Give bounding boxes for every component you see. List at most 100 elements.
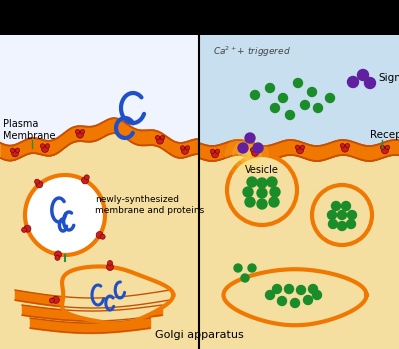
Circle shape xyxy=(338,222,346,230)
Circle shape xyxy=(257,199,267,209)
FancyBboxPatch shape xyxy=(0,0,399,35)
Circle shape xyxy=(210,149,215,154)
Circle shape xyxy=(340,143,345,148)
Circle shape xyxy=(232,140,262,170)
Circle shape xyxy=(265,83,275,92)
Circle shape xyxy=(257,178,267,188)
Circle shape xyxy=(160,135,165,140)
Circle shape xyxy=(155,135,160,140)
Circle shape xyxy=(348,210,356,220)
Circle shape xyxy=(290,298,300,307)
Circle shape xyxy=(211,151,219,158)
Circle shape xyxy=(255,148,260,152)
Circle shape xyxy=(84,175,89,180)
Text: Plasma
Membrane: Plasma Membrane xyxy=(3,119,55,141)
Circle shape xyxy=(100,234,105,239)
Circle shape xyxy=(247,177,257,187)
Circle shape xyxy=(253,143,263,153)
Circle shape xyxy=(270,187,280,197)
Circle shape xyxy=(295,145,300,149)
Circle shape xyxy=(248,264,256,272)
Polygon shape xyxy=(223,269,367,325)
Circle shape xyxy=(294,79,302,88)
Circle shape xyxy=(338,210,346,220)
Circle shape xyxy=(328,220,338,229)
Circle shape xyxy=(286,111,294,119)
Circle shape xyxy=(300,101,310,110)
Polygon shape xyxy=(62,267,173,324)
FancyBboxPatch shape xyxy=(0,0,399,35)
Circle shape xyxy=(15,148,20,153)
Circle shape xyxy=(332,201,340,210)
Circle shape xyxy=(45,144,50,148)
Circle shape xyxy=(245,197,255,207)
Circle shape xyxy=(182,147,188,154)
Circle shape xyxy=(269,197,279,207)
Circle shape xyxy=(345,143,350,148)
Circle shape xyxy=(314,104,322,112)
Circle shape xyxy=(326,94,334,103)
Text: Ca$^{2+}$+ triggered: Ca$^{2+}$+ triggered xyxy=(213,45,291,59)
Circle shape xyxy=(279,94,288,103)
Circle shape xyxy=(245,133,255,143)
Circle shape xyxy=(250,148,255,152)
Circle shape xyxy=(12,150,18,157)
Circle shape xyxy=(251,90,259,99)
Circle shape xyxy=(55,251,61,258)
Circle shape xyxy=(35,179,40,184)
Circle shape xyxy=(80,129,85,134)
Circle shape xyxy=(49,298,54,303)
Circle shape xyxy=(304,296,312,304)
Circle shape xyxy=(346,220,356,229)
Circle shape xyxy=(241,274,249,282)
Circle shape xyxy=(77,131,83,138)
Circle shape xyxy=(342,201,350,210)
Circle shape xyxy=(22,228,27,232)
Circle shape xyxy=(36,181,43,188)
Circle shape xyxy=(300,145,305,149)
Circle shape xyxy=(312,290,322,299)
Circle shape xyxy=(156,137,164,144)
Text: Receptor: Receptor xyxy=(370,130,399,140)
Circle shape xyxy=(243,187,253,197)
Circle shape xyxy=(234,264,242,272)
Text: Golgi apparatus: Golgi apparatus xyxy=(155,330,243,340)
Circle shape xyxy=(296,147,304,154)
Circle shape xyxy=(227,155,297,225)
Circle shape xyxy=(75,129,80,134)
FancyBboxPatch shape xyxy=(199,35,399,155)
Circle shape xyxy=(328,210,336,220)
Circle shape xyxy=(41,146,49,153)
Circle shape xyxy=(24,225,31,232)
Text: Signal: Signal xyxy=(378,73,399,83)
Circle shape xyxy=(257,188,267,198)
Circle shape xyxy=(267,177,277,187)
Circle shape xyxy=(225,133,269,177)
Circle shape xyxy=(238,143,248,153)
Circle shape xyxy=(312,185,372,245)
Circle shape xyxy=(348,76,358,88)
Circle shape xyxy=(81,177,89,184)
Circle shape xyxy=(25,175,105,255)
Circle shape xyxy=(265,290,275,299)
Circle shape xyxy=(342,145,348,152)
Circle shape xyxy=(296,285,306,295)
Circle shape xyxy=(251,149,259,156)
Circle shape xyxy=(185,146,190,150)
Circle shape xyxy=(273,284,282,294)
FancyBboxPatch shape xyxy=(0,140,399,349)
Circle shape xyxy=(242,150,252,160)
Circle shape xyxy=(381,147,389,154)
Circle shape xyxy=(271,104,280,112)
Circle shape xyxy=(55,255,60,260)
Circle shape xyxy=(358,69,369,81)
Circle shape xyxy=(180,146,185,150)
Circle shape xyxy=(238,146,256,164)
Circle shape xyxy=(96,231,103,238)
Circle shape xyxy=(107,263,113,270)
Circle shape xyxy=(308,284,318,294)
Circle shape xyxy=(215,149,220,154)
Circle shape xyxy=(380,145,385,150)
Circle shape xyxy=(52,296,59,303)
Circle shape xyxy=(308,88,316,97)
